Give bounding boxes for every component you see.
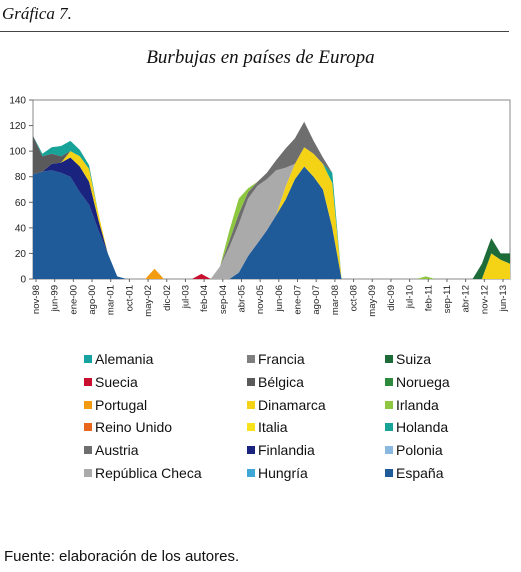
x-tick-label: jul-10 — [405, 285, 416, 309]
y-tick-label: 140 — [9, 96, 26, 107]
legend-item: Suecia — [84, 374, 138, 390]
series-area-españa — [33, 166, 510, 279]
x-tick-label: dic-09 — [386, 285, 397, 311]
legend-swatch — [247, 377, 255, 386]
x-tick-label: nov-05 — [255, 285, 266, 314]
legend-item: Dinamarca — [247, 397, 326, 413]
x-tick-label: feb-04 — [199, 285, 210, 312]
legend-label: Bélgica — [258, 373, 304, 390]
legend-swatch — [385, 400, 393, 409]
legend-label: Suecia — [95, 373, 138, 390]
y-tick-label: 100 — [9, 147, 26, 158]
legend-swatch — [385, 377, 393, 386]
legend-swatch — [84, 469, 92, 477]
x-tick-label: abr-12 — [461, 285, 472, 312]
x-tick-label: oct-08 — [349, 285, 360, 311]
legend-item: Noruega — [385, 374, 450, 390]
legend-label: Austria — [95, 442, 139, 459]
legend-item: Alemania — [84, 351, 153, 367]
x-tick-label: sep-04 — [218, 285, 229, 314]
legend-item: Bélgica — [247, 374, 304, 390]
x-tick-label: ago-07 — [311, 285, 322, 315]
legend-swatch — [385, 469, 393, 477]
legend-swatch — [247, 423, 255, 432]
x-tick-label: mar-01 — [106, 285, 117, 315]
legend-item: Francia — [247, 351, 305, 367]
chart: 0 20 40 60 80 100 120 140 nov-98 jun-99 ene-00 ago-… — [9, 96, 511, 317]
legend-swatch — [385, 355, 393, 363]
legend-label: Italia — [258, 419, 288, 436]
legend-swatch — [84, 446, 92, 455]
legend-label: Noruega — [396, 373, 450, 390]
x-tick-label: ene-07 — [293, 285, 304, 315]
series-area-dinamarca — [33, 147, 510, 279]
legend-item: Suiza — [385, 351, 431, 367]
legend-label: Irlanda — [396, 396, 439, 413]
x-tick-label: jul-03 — [180, 285, 191, 309]
legend-swatch — [385, 423, 393, 432]
legend-item: Portugal — [84, 397, 147, 413]
x-tick-label: mar-08 — [330, 285, 341, 315]
y-tick-label: 20 — [15, 249, 27, 260]
x-tick-label: nov-12 — [479, 285, 490, 314]
x-tick-label: dic-02 — [162, 285, 173, 311]
y-tick-label: 40 — [15, 223, 27, 234]
x-tick-label: abr-05 — [236, 285, 247, 312]
x-tick-label: feb-11 — [423, 285, 434, 311]
x-tick-label: jun-99 — [50, 285, 61, 312]
series-area-finlandia — [33, 157, 510, 279]
legend-label: Polonia — [396, 442, 443, 459]
y-tick-label: 0 — [20, 275, 26, 286]
legend-swatch — [247, 355, 255, 363]
legend-label: Francia — [258, 351, 305, 367]
legend-item: Austria — [84, 442, 139, 458]
legend-label: Suiza — [396, 351, 432, 367]
legend-item: Holanda — [385, 419, 448, 435]
y-tick-label: 60 — [15, 198, 27, 209]
legend-swatch — [247, 446, 255, 455]
x-tick-label: may-02 — [143, 285, 154, 317]
legend-item: Finlandia — [247, 442, 315, 458]
x-tick-label: sep-11 — [442, 285, 453, 313]
figure-caption: Gráfica 7. — [2, 4, 72, 23]
x-tick-label: jun-13 — [498, 285, 509, 312]
legend-label: España — [396, 465, 444, 481]
legend-swatch — [247, 400, 255, 409]
legend-label: Hungría — [258, 465, 308, 481]
legend-label: Finlandia — [258, 442, 315, 459]
legend-item: Italia — [247, 419, 288, 435]
legend-label: Portugal — [95, 396, 148, 413]
x-tick-label: may-09 — [367, 285, 378, 317]
legend-label: Reino Unido — [95, 419, 173, 436]
header-divider — [0, 31, 509, 32]
legend-item: República Checa — [84, 465, 202, 481]
x-tick-label: nov-98 — [31, 285, 42, 314]
x-tick-label: oct-01 — [124, 285, 135, 311]
legend-label: Dinamarca — [258, 396, 326, 413]
legend-label: Alemania — [95, 351, 154, 367]
legend-swatch — [84, 377, 92, 386]
y-tick-label: 80 — [15, 172, 27, 183]
legend-item: Hungría — [247, 465, 308, 481]
legend-swatch — [385, 446, 393, 455]
x-tick-label: ago-00 — [87, 285, 98, 315]
legend-item: Polonia — [385, 442, 443, 458]
y-tick-label: 120 — [9, 121, 26, 132]
legend-swatch — [84, 355, 92, 363]
legend-item: España — [385, 465, 443, 481]
legend-swatch — [247, 469, 255, 477]
legend-swatch — [84, 423, 92, 432]
legend-label: Holanda — [396, 419, 449, 436]
x-tick-label: jun-06 — [274, 285, 285, 312]
source-note: Fuente: elaboración de los autores. — [4, 548, 240, 565]
legend-item: Reino Unido — [84, 419, 172, 435]
x-tick-label: ene-00 — [68, 285, 79, 315]
legend-label: República Checa — [95, 465, 202, 481]
chart-title: Burbujas en países de Europa — [146, 47, 375, 68]
legend-swatch — [84, 400, 92, 409]
legend-item: Irlanda — [385, 397, 439, 413]
series-area-república-checa — [33, 135, 510, 279]
